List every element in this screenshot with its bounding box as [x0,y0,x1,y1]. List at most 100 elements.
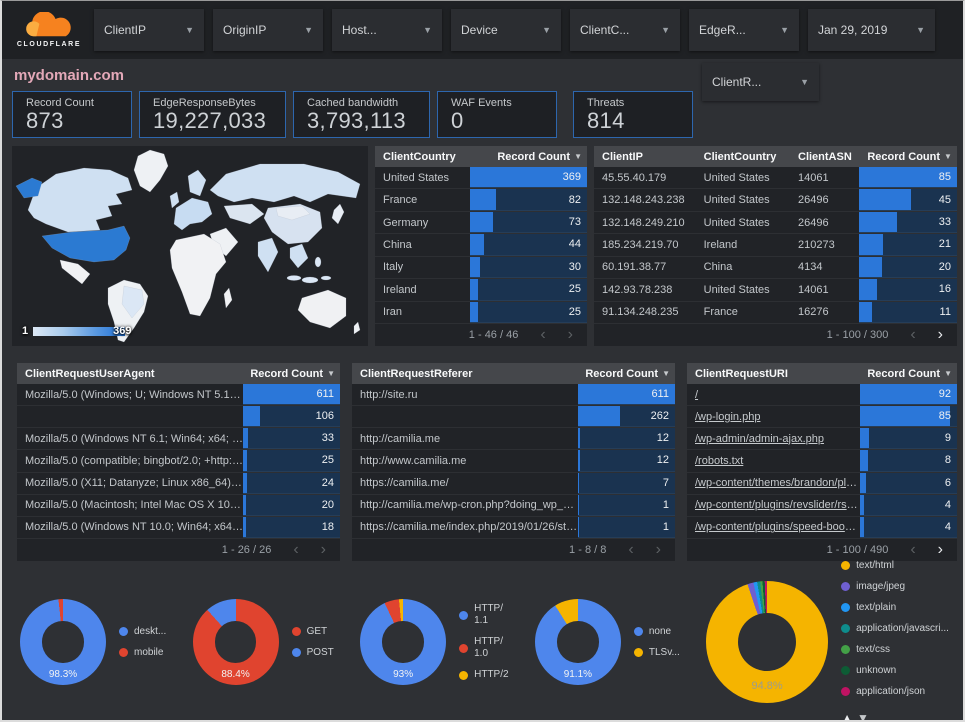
next-page-icon[interactable]: › [320,541,326,558]
column-header[interactable]: ClientCountry [383,150,456,163]
record-count-bar: 44 [470,234,587,256]
pagination-label: 1 - 8 / 8 [569,544,607,556]
scorecard-edge-response-bytes: EdgeResponseBytes 19,227,033 [139,91,286,138]
dimension-cell: United States [703,283,770,296]
record-count-value: 11 [939,305,951,318]
legend-item: HTTP/ 1.0 [459,636,508,660]
filter-edgeresponse[interactable]: EdgeR... ▼ [689,9,799,51]
record-count-value: 33 [321,432,334,445]
legend-label: text/css [856,643,891,655]
donut-device-type: 98.3% deskt... mobile [20,599,166,685]
record-count-bar: 12 [578,450,675,472]
dimension-cell: https://camilia.me/index.php/2019/01/26/… [360,521,579,534]
legend-dot-icon [841,687,851,696]
record-count-value: 12 [656,454,669,467]
column-header[interactable]: Record Count ▼ [497,150,582,163]
dimension-cell: France [383,194,418,207]
dimension-cell: Mozilla/5.0 (X11; Datanyze; Linux x86_64… [25,477,244,490]
column-header[interactable]: ClientASN [798,150,852,163]
next-page-icon[interactable]: › [937,541,943,558]
uri-link[interactable]: /wp-content/themes/brandon/plu... [695,477,860,490]
filter-clientip[interactable]: ClientIP ▼ [94,9,204,51]
date-range-picker[interactable]: Jan 29, 2019 ▼ [808,9,935,51]
sort-caret-icon: ▼ [944,369,952,378]
record-count-value: 18 [321,520,334,533]
column-header[interactable]: ClientRequestURI [695,367,788,380]
table-row: https://camilia.me/index.php/2019/01/26/… [352,516,675,539]
next-page-icon[interactable]: › [937,326,943,343]
record-count-bar: 20 [243,494,340,516]
record-count-value: 44 [568,238,581,251]
table-row: China 44 [375,234,587,257]
record-count-value: 92 [938,388,951,401]
column-header[interactable]: Record Count ▼ [250,367,335,380]
filter-originip[interactable]: OriginIP ▼ [213,9,323,51]
legend-label: TLSv... [648,646,680,658]
dimension-cell: 45.55.40.179 [602,171,667,184]
map-color-legend: 1 369 [22,325,131,337]
uri-link[interactable]: /wp-admin/admin-ajax.php [695,432,825,445]
pagination-bar: 1 - 26 / 26 ‹ › [17,539,340,561]
uri-link[interactable]: /wp-content/plugins/revslider/rs-p... [695,499,860,512]
table-row: Iran 25 [375,301,587,324]
sort-caret-icon: ▼ [662,369,670,378]
column-header[interactable]: Record Count ▼ [867,367,952,380]
record-count-bar: 1 [578,516,675,538]
table-row: http://camilia.me/wp-cron.php?doing_wp_c… [352,494,675,517]
filter-label: ClientIP [104,23,147,37]
legend-dot-icon [841,561,851,570]
table-row: Mozilla/5.0 (Macintosh; Intel Mac OS X 1… [17,494,340,517]
prev-page-icon[interactable]: ‹ [540,326,546,343]
prev-page-icon[interactable]: ‹ [293,541,299,558]
table-row: Mozilla/5.0 (Windows; U; Windows NT 5.1;… [17,384,340,407]
sort-caret-icon: ▼ [327,369,335,378]
pagination-bar: 1 - 8 / 8 ‹ › [352,539,675,561]
world-map-canvas [15,149,361,343]
legend-item: GET [291,626,334,638]
uri-link[interactable]: /wp-login.php [695,410,761,423]
donut-content-type: 94.8% text/html image/jpeg text/plain appli… [706,559,949,722]
filter-device[interactable]: Device ▼ [451,9,561,51]
next-page-icon[interactable]: › [655,541,661,558]
column-header[interactable]: Record Count ▼ [585,367,670,380]
filter-clientrequest[interactable]: ClientR... ▼ [702,63,819,101]
table-row: 132.148.249.210 United States 26496 33 [594,211,957,235]
column-header[interactable]: ClientCountry [703,150,777,163]
column-header[interactable]: ClientIP [602,150,643,163]
dimension-cell: 210273 [798,238,835,251]
legend-scroll-arrows: ▲ ▼ [841,710,869,722]
prev-page-icon[interactable]: ‹ [628,541,634,558]
legend-label: text/html [856,559,894,571]
dimension-cell: 132.148.249.210 [602,216,685,229]
column-header[interactable]: ClientRequestUserAgent [25,367,155,380]
filter-clientcountry[interactable]: ClientC... ▼ [570,9,680,51]
legend-scroll-up-icon[interactable]: ▲ [841,710,854,722]
uri-link[interactable]: / [695,388,699,401]
record-count-bar: 6 [859,472,957,494]
filter-host[interactable]: Host... ▼ [332,9,442,51]
legend-label: HTTP/ 1.1 [474,603,503,626]
record-count-bar: 12 [578,428,675,450]
donut-percentage-label: 93% [393,669,414,680]
date-label: Jan 29, 2019 [818,23,888,37]
pagination-bar: 1 - 46 / 46 ‹ › [375,324,587,346]
record-count-value: 82 [568,193,581,206]
uri-link[interactable]: /wp-content/plugins/speed-booste... [695,521,860,534]
prev-page-icon[interactable]: ‹ [910,326,916,343]
legend-dot-icon [459,610,469,620]
record-count-value: 8 [944,454,951,467]
scorecard-record-count: Record Count 873 [12,91,132,138]
donut-chart: 91.1% [534,599,621,685]
uri-link[interactable]: /robots.txt [695,454,744,467]
next-page-icon[interactable]: › [567,326,573,343]
prev-page-icon[interactable]: ‹ [910,541,916,558]
column-header[interactable]: ClientRequestReferer [360,367,473,380]
legend-dot-icon [633,648,643,657]
chevron-down-icon: ▼ [800,77,809,87]
column-header[interactable]: Record Count ▼ [867,150,952,163]
filter-row: ClientIP ▼ OriginIP ▼ Host... ▼ Device ▼… [94,9,935,51]
table-row: 142.93.78.238 United States 14061 16 [594,279,957,302]
legend-item: deskt... [119,626,166,638]
legend-scroll-down-icon[interactable]: ▼ [857,710,869,722]
